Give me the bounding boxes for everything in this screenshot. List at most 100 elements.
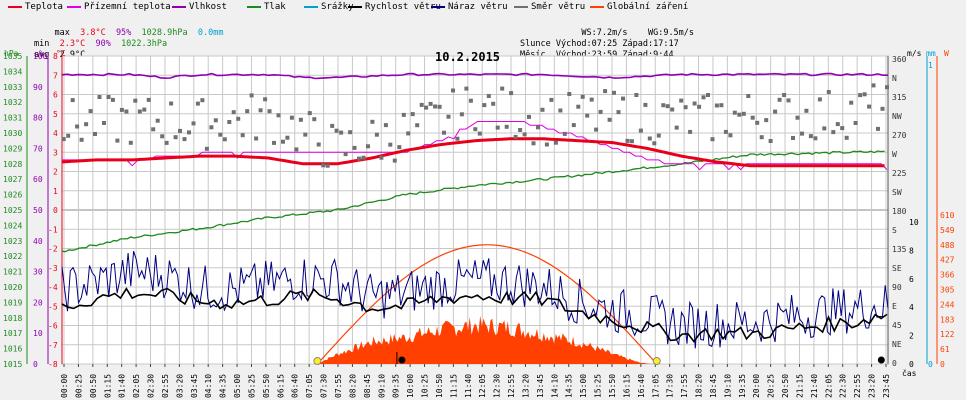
tick-dir: 360 (892, 55, 907, 64)
series-wind-dir-point (276, 113, 281, 118)
tick-ms: 10 (909, 218, 919, 227)
series-wind-dir-point (392, 158, 397, 163)
legend-swatch (431, 5, 445, 8)
tick-dir: SW (892, 188, 902, 197)
series-wind-dir-point (321, 163, 326, 168)
tick-x: 19:10 (723, 374, 732, 398)
tick-w: 427 (940, 256, 955, 265)
series-wind-dir-point (844, 135, 849, 140)
axis-w-title: W (944, 49, 949, 58)
tick-hpa: 1022 (3, 252, 22, 261)
tick-w: 183 (940, 315, 955, 324)
series-wind-dir-point (419, 102, 424, 107)
axis-pct-title: % (39, 49, 44, 58)
tick-x: 15:50 (608, 374, 617, 398)
sun-rise: Východ:07:25 (555, 39, 618, 49)
legend-item[interactable]: Přízemní teplota (67, 2, 171, 12)
series-wind-dir-point (495, 125, 500, 130)
moon-label: Měsíc (520, 50, 546, 60)
series-wind-dir-point (692, 101, 697, 106)
tick-x: 17:05 (651, 374, 660, 398)
legend-swatch (348, 5, 362, 8)
tick-celsius: -8 (48, 360, 58, 369)
tick-celsius: 3 (53, 148, 58, 157)
legend-item[interactable]: Teplota (8, 2, 63, 12)
series-wind-dir-point (160, 134, 165, 139)
tick-x: 01:40 (118, 374, 127, 398)
series-wind-dir-point (755, 120, 760, 125)
tick-x: 10:50 (435, 374, 444, 398)
tick-x: 00:00 (60, 374, 69, 398)
min-press: 1022.3hPa (121, 39, 168, 49)
series-wind-dir-point (804, 108, 809, 113)
legend-item[interactable]: Srážky (304, 2, 354, 12)
legend-item[interactable]: Směr větru (514, 2, 585, 12)
legend-label: Globální záření (607, 2, 689, 12)
series-wind-dir-point (616, 110, 621, 115)
series-wind-dir-point (468, 98, 473, 103)
tick-x: 16:40 (637, 374, 646, 398)
series-wind-dir-point (352, 145, 357, 150)
tick-pct: 10 (33, 329, 43, 338)
series-wind-dir-point (719, 103, 724, 108)
legend-label: Přízemní teplota (84, 2, 171, 12)
tick-celsius: 7 (53, 71, 58, 80)
tick-hpa: 1033 (3, 83, 22, 92)
tick-x: 04:35 (219, 374, 228, 398)
series-wind-dir-point (267, 109, 272, 114)
series-wind-dir-point (603, 89, 608, 94)
tick-x: 06:40 (291, 374, 300, 398)
series-wind-dir-point (629, 139, 634, 144)
series-wind-dir-point (258, 108, 263, 113)
moonrise-marker (877, 356, 885, 364)
legend-item[interactable]: Rychlost větru (348, 2, 441, 12)
series-wind-dir-point (187, 130, 191, 135)
tick-x: 13:45 (536, 374, 545, 398)
series-wind-dir-point (218, 132, 223, 137)
tick-x: 21:40 (810, 374, 819, 398)
series-wind-dir-point (473, 127, 478, 132)
tick-celsius: -7 (48, 341, 58, 350)
tick-dir: E (892, 302, 897, 311)
series-wind-dir-point (791, 136, 795, 140)
legend-swatch (172, 5, 186, 8)
tick-celsius: -6 (48, 322, 58, 331)
series-wind-dir-point (415, 123, 420, 128)
tick-x: 13:20 (521, 374, 530, 398)
legend-item[interactable]: Globální záření (590, 2, 688, 12)
series-wind-dir-point (576, 104, 581, 109)
series-wind-dir-point (867, 104, 872, 109)
series-wind-dir-point (540, 107, 545, 112)
series-wind-dir-point (298, 117, 303, 122)
tick-x: 06:15 (276, 374, 285, 398)
series-wind-dir-point (289, 115, 294, 120)
series-wind-dir-point (817, 97, 822, 102)
series-wind-dir-point (723, 129, 728, 134)
series-wind-dir-point (348, 130, 353, 135)
tick-x: 02:30 (147, 374, 156, 398)
legend-item[interactable]: Tlak (247, 2, 286, 12)
series-wind-dir-point (585, 113, 590, 118)
tick-x: 08:45 (363, 374, 372, 398)
series-wind-dir-point (272, 140, 276, 145)
tick-celsius: -4 (48, 283, 58, 292)
series-wind-dir-point (231, 110, 236, 115)
series-wind-dir-point (79, 137, 84, 142)
tick-w: 366 (940, 271, 955, 280)
series-wind-dir-point (746, 94, 751, 98)
series-wind-dir-point (768, 139, 773, 143)
series-wind-dir-point (536, 125, 540, 130)
tick-celsius: 0 (53, 206, 58, 215)
series-wind-dir-point (379, 155, 384, 160)
tick-pct: 60 (33, 175, 43, 184)
tick-dir: 90 (892, 283, 902, 292)
tick-x: 07:05 (305, 374, 314, 398)
tick-hpa: 1031 (3, 114, 22, 123)
tick-x: 17:30 (666, 374, 675, 398)
legend-item[interactable]: Vlhkost (172, 2, 227, 12)
tick-w: 122 (940, 330, 955, 339)
legend-label: Teplota (25, 2, 63, 12)
series-wind-dir-point (388, 142, 393, 147)
legend-item[interactable]: Náraz větru (431, 2, 508, 12)
tick-pct: 30 (33, 268, 43, 277)
